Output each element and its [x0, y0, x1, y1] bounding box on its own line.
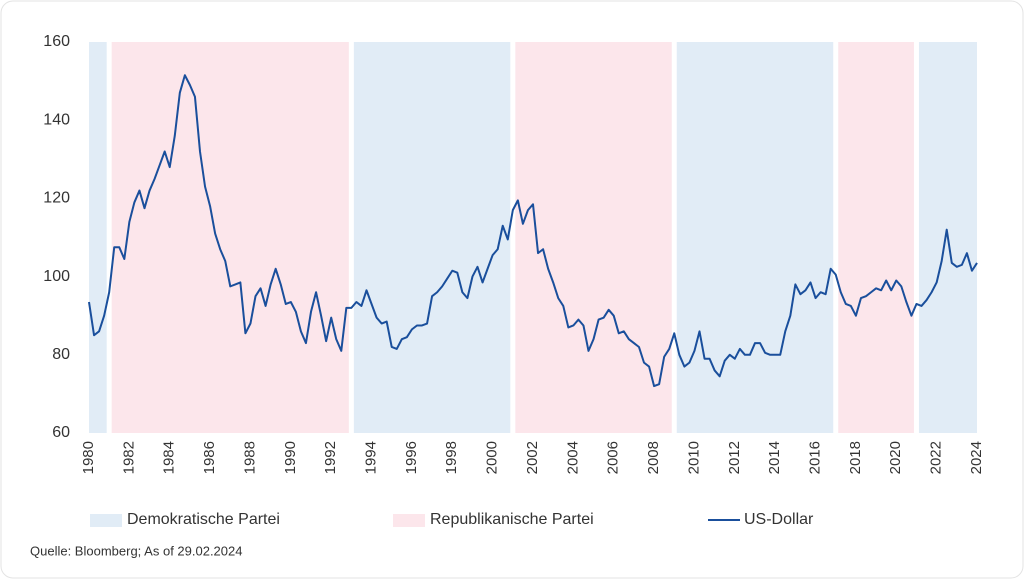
x-tick-label: 2008 — [645, 441, 662, 474]
party-band — [353, 42, 511, 433]
x-tick-label: 2000 — [484, 441, 501, 474]
party-band — [89, 42, 107, 433]
x-tick-label: 1984 — [161, 441, 178, 474]
y-tick-label: 120 — [43, 190, 70, 207]
x-tick-label: 2024 — [968, 441, 985, 474]
party-band — [515, 42, 672, 433]
y-tick-label: 100 — [43, 268, 70, 285]
x-tick-label: 1992 — [322, 441, 339, 474]
x-tick-label: 2022 — [928, 441, 945, 474]
x-tick-label: 2004 — [564, 441, 581, 474]
x-tick-label: 2014 — [766, 441, 783, 474]
y-tick-label: 160 — [43, 33, 70, 50]
x-tick-label: 2010 — [685, 441, 702, 474]
legend-swatch — [393, 514, 425, 527]
x-tick-label: 2012 — [726, 441, 743, 474]
line — [88, 74, 978, 388]
y-tick-label: 80 — [52, 346, 70, 363]
x-tick-label: 1986 — [201, 441, 218, 474]
x-tick-label: 1982 — [120, 441, 137, 474]
legend-label: Republikanische Partei — [430, 511, 594, 528]
party-band — [676, 42, 834, 433]
x-tick-label: 1994 — [363, 441, 380, 474]
y-tick-label: 140 — [43, 111, 70, 128]
x-tick-label: 1988 — [241, 441, 258, 474]
party-band — [111, 42, 349, 433]
x-tick-label: 1998 — [443, 441, 460, 474]
party-band — [838, 42, 914, 433]
x-tick-label: 2020 — [887, 441, 904, 474]
legend-label: Demokratische Partei — [127, 511, 280, 528]
source: Quelle: Bloomberg; As of 29.02.2024 — [30, 543, 242, 558]
x-tick-label: 2016 — [807, 441, 824, 474]
y-tick-label: 60 — [52, 424, 70, 441]
legend-label: US-Dollar — [744, 511, 814, 528]
x-tick-label: 1990 — [282, 441, 299, 474]
x-tick-label: 2006 — [605, 441, 622, 474]
x-tick-label: 1980 — [80, 441, 97, 474]
x-tick-label: 2002 — [524, 441, 541, 474]
legend-swatch — [90, 514, 122, 527]
x-tick-label: 1996 — [403, 441, 420, 474]
x-tick-label: 2018 — [847, 441, 864, 474]
